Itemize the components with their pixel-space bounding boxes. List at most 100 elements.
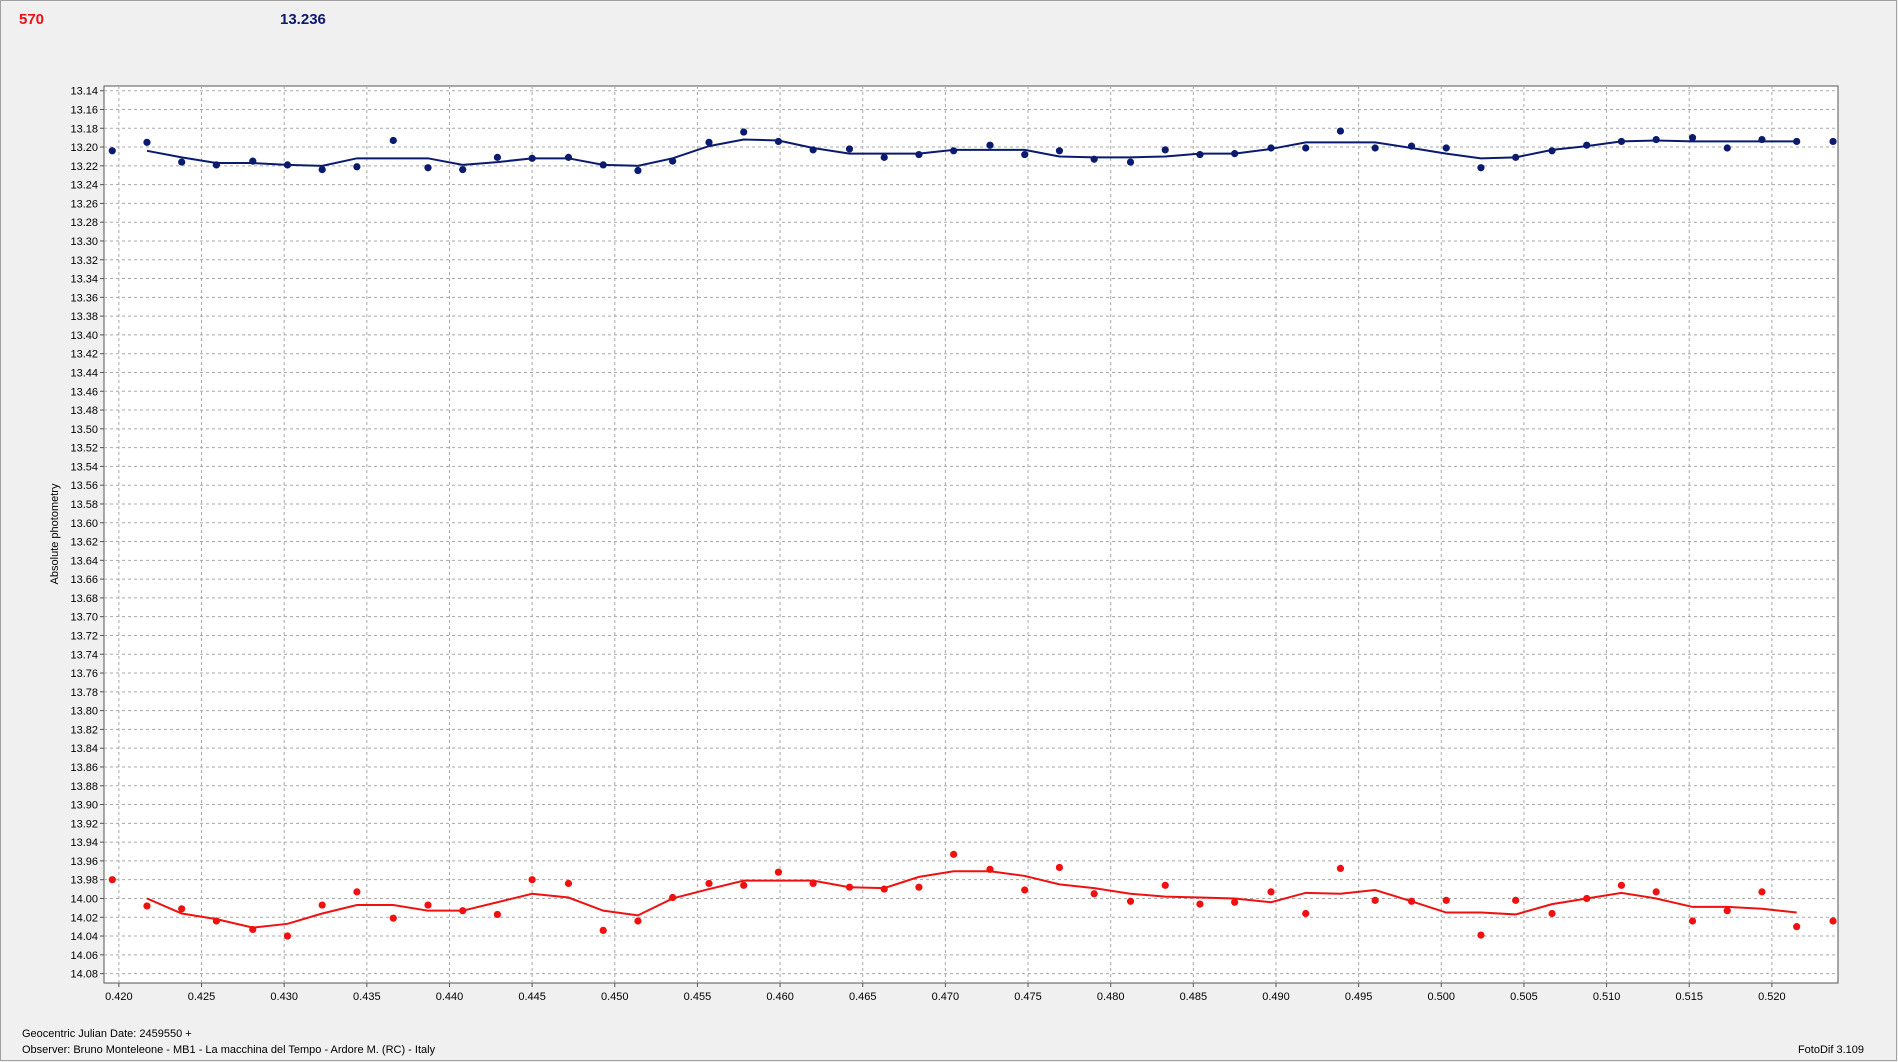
y-tick-label: 14.02	[70, 912, 98, 924]
y-tick-label: 13.44	[70, 367, 98, 379]
data-point	[143, 138, 151, 146]
y-tick-label: 13.62	[70, 537, 98, 549]
data-point	[143, 902, 151, 910]
y-tick-label: 13.78	[70, 687, 98, 699]
y-tick-label: 13.46	[70, 386, 98, 398]
data-point	[528, 876, 536, 884]
x-tick-label: 0.510	[1593, 991, 1621, 1003]
data-point	[1723, 144, 1731, 152]
x-tick-label: 0.425	[188, 991, 216, 1003]
data-point	[1302, 909, 1310, 918]
data-point	[1688, 917, 1697, 925]
x-tick-label: 0.515	[1675, 991, 1703, 1003]
data-point	[705, 138, 713, 146]
data-point	[178, 158, 186, 166]
data-point	[1021, 150, 1029, 159]
data-point	[845, 145, 854, 153]
x-tick-label: 0.500	[1428, 991, 1456, 1003]
smoothed-line	[146, 138, 1797, 167]
y-tick-label: 13.18	[70, 123, 98, 135]
y-tick-label: 13.24	[70, 180, 98, 192]
y-tick-label: 13.56	[70, 480, 98, 492]
y-tick-label: 13.76	[70, 668, 98, 680]
plot: 13.14 13.16 13.18 13.20 13.22 13.24 13.26 13.28…	[70, 86, 1838, 1003]
data-point	[705, 879, 713, 888]
y-tick-label: 13.16	[70, 104, 98, 116]
y-tick-label: 13.74	[70, 649, 98, 661]
data-point	[774, 868, 783, 876]
footer-observer: Observer: Bruno Monteleone - MB1 - La ma…	[22, 1044, 436, 1056]
x-tick-label: 0.450	[601, 991, 629, 1003]
data-point	[1548, 909, 1556, 918]
y-tick-label: 14.06	[70, 950, 98, 962]
y-tick-label: 13.68	[70, 593, 98, 605]
y-tick-label: 13.28	[70, 217, 98, 229]
y-tick-label: 13.64	[70, 555, 98, 567]
data-point	[740, 881, 748, 889]
y-tick-label: 13.58	[70, 499, 98, 511]
y-tick-label: 14.00	[70, 893, 98, 905]
data-point	[1161, 146, 1169, 154]
data-point	[634, 166, 642, 175]
data-point	[986, 141, 994, 149]
data-point	[1652, 888, 1660, 896]
y-tick-label: 13.54	[70, 461, 98, 473]
y-tick-label: 13.94	[70, 837, 98, 849]
x-tick-label: 0.465	[849, 991, 877, 1003]
data-point	[1161, 881, 1169, 889]
y-tick-label: 13.20	[70, 142, 98, 154]
data-point	[389, 914, 397, 922]
data-point	[178, 905, 186, 913]
data-point	[1793, 923, 1801, 931]
smoothed-line	[146, 870, 1797, 929]
data-point	[353, 888, 361, 896]
data-point	[1758, 888, 1766, 896]
y-tick-label: 13.88	[70, 781, 98, 793]
y-tick-label: 13.34	[70, 274, 98, 286]
y-tick-label: 13.30	[70, 236, 98, 248]
data-point	[634, 917, 642, 925]
data-point	[1336, 127, 1345, 135]
footer-software: FotoDif 3.109	[1798, 1044, 1864, 1056]
data-point	[1829, 137, 1837, 146]
x-tick-label: 0.445	[518, 991, 546, 1003]
y-tick-label: 13.50	[70, 424, 98, 436]
data-point	[424, 164, 432, 172]
data-point	[353, 163, 361, 171]
x-tick-label: 0.520	[1758, 991, 1786, 1003]
y-tick-label: 13.70	[70, 612, 98, 624]
data-point	[389, 136, 397, 145]
x-tick-label: 0.435	[353, 991, 381, 1003]
data-point	[283, 932, 292, 940]
x-tick-label: 0.440	[436, 991, 464, 1003]
data-point	[108, 147, 116, 155]
x-tick-label: 0.495	[1345, 991, 1373, 1003]
y-tick-label: 13.82	[70, 724, 98, 736]
data-point	[1371, 144, 1379, 152]
y-tick-label: 13.14	[70, 86, 98, 98]
data-point	[1126, 158, 1135, 166]
x-tick-label: 0.430	[270, 991, 298, 1003]
data-point	[915, 883, 923, 891]
data-point	[1829, 917, 1837, 925]
data-point	[1617, 881, 1626, 889]
x-tick-label: 0.470	[932, 991, 960, 1003]
data-point	[740, 128, 748, 136]
y-tick-label: 13.36	[70, 292, 98, 304]
data-point	[1723, 907, 1731, 915]
data-point	[1442, 144, 1450, 152]
data-point	[1302, 144, 1310, 152]
y-tick-label: 13.22	[70, 161, 98, 173]
y-tick-label: 13.92	[70, 818, 98, 830]
plot-area	[103, 85, 1839, 984]
x-tick-label: 0.480	[1097, 991, 1125, 1003]
y-tick-label: 13.32	[70, 255, 98, 267]
y-tick-label: 13.90	[70, 800, 98, 812]
data-point	[424, 901, 432, 909]
y-tick-label: 13.66	[70, 574, 98, 586]
data-point	[1442, 896, 1450, 904]
y-tick-label: 13.52	[70, 443, 98, 455]
data-point	[1021, 886, 1029, 894]
x-tick-label: 0.420	[105, 991, 133, 1003]
